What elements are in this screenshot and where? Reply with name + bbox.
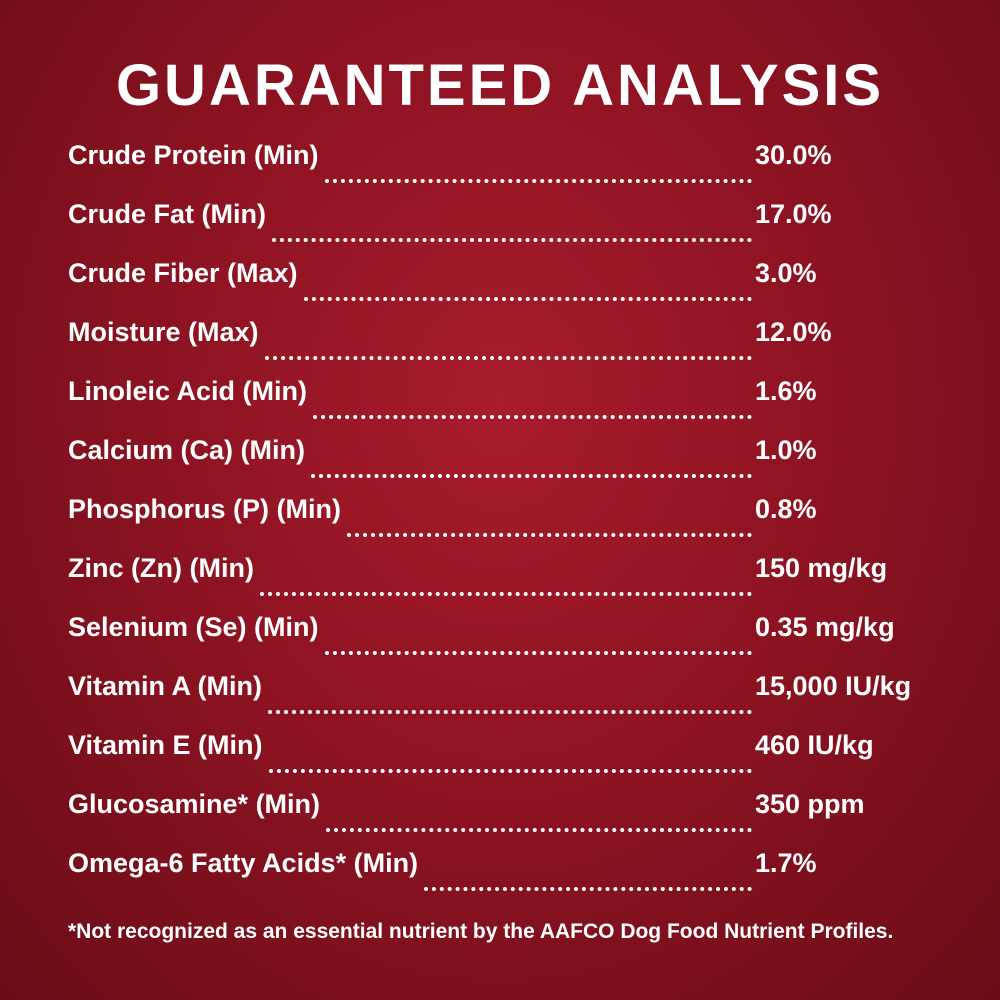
footnote: *Not recognized as an essential nutrient… (68, 920, 894, 943)
nutrient-name: Zinc (Zn) (Min) (68, 553, 254, 583)
nutrient-value: 17.0% (755, 199, 832, 229)
dot-leader (326, 828, 752, 832)
analysis-row: Omega-6 Fatty Acids* (Min) 1.7% (68, 848, 928, 907)
nutrient-value: 460 IU/kg (755, 730, 874, 760)
nutrient-value: 0.8% (755, 494, 817, 524)
analysis-row: Glucosamine* (Min) 350 ppm (68, 789, 928, 848)
dot-leader (303, 297, 752, 301)
nutrient-name: Phosphorus (P) (Min) (68, 494, 341, 524)
dot-leader (324, 651, 752, 655)
nutrient-name: Crude Fiber (Max) (68, 258, 298, 288)
nutrient-name: Glucosamine* (Min) (68, 789, 321, 819)
analysis-row: Phosphorus (P) (Min) 0.8% (68, 494, 928, 553)
nutrient-name: Calcium (Ca) (Min) (68, 435, 306, 465)
dot-leader (271, 238, 752, 242)
dot-leader (313, 415, 752, 419)
nutrient-value: 150 mg/kg (755, 553, 888, 583)
analysis-row: Calcium (Ca) (Min) 1.0% (68, 435, 928, 494)
analysis-row: Moisture (Max) 12.0% (68, 317, 928, 376)
dot-leader (268, 710, 752, 714)
dot-leader (346, 533, 752, 537)
nutrient-name: Crude Protein (Min) (68, 140, 319, 170)
analysis-row: Linoleic Acid (Min) 1.6% (68, 376, 928, 435)
analysis-row: Crude Fat (Min) 17.0% (68, 199, 928, 258)
nutrient-name: Vitamin E (Min) (68, 730, 263, 760)
dot-leader (259, 592, 752, 596)
nutrient-value: 30.0% (755, 140, 832, 170)
nutrient-value: 15,000 IU/kg (755, 671, 912, 701)
nutrient-value: 0.35 mg/kg (755, 612, 895, 642)
nutrient-name: Moisture (Max) (68, 317, 259, 347)
nutrient-value: 1.0% (755, 435, 817, 465)
nutrient-name: Vitamin A (Min) (68, 671, 262, 701)
nutrient-value: 1.6% (755, 376, 817, 406)
nutrient-name: Omega-6 Fatty Acids* (Min) (68, 848, 419, 878)
title: GUARANTEED ANALYSIS (115, 53, 885, 118)
dot-leader (268, 769, 752, 773)
nutrient-value: 3.0% (755, 258, 817, 288)
dot-leader (311, 474, 752, 478)
analysis-row: Zinc (Zn) (Min) 150 mg/kg (68, 553, 928, 612)
nutrient-value: 1.7% (755, 848, 817, 878)
analysis-list: Crude Protein (Min) 30.0% Crude Fat (Min) 1… (68, 140, 928, 907)
analysis-row: Crude Protein (Min) 30.0% (68, 140, 928, 199)
nutrient-name: Linoleic Acid (Min) (68, 376, 307, 406)
analysis-row: Vitamin E (Min) 460 IU/kg (68, 730, 928, 789)
dot-leader (424, 887, 752, 891)
nutrient-name: Crude Fat (Min) (68, 199, 266, 229)
dot-leader (324, 179, 752, 183)
analysis-row: Vitamin A (Min) 15,000 IU/kg (68, 671, 928, 730)
nutrient-value: 350 ppm (755, 789, 865, 819)
nutrient-name: Selenium (Se) (Min) (68, 612, 319, 642)
dot-leader (264, 356, 752, 360)
analysis-row: Selenium (Se) (Min) 0.35 mg/kg (68, 612, 928, 671)
analysis-row: Crude Fiber (Max) 3.0% (68, 258, 928, 317)
nutrient-value: 12.0% (755, 317, 832, 347)
